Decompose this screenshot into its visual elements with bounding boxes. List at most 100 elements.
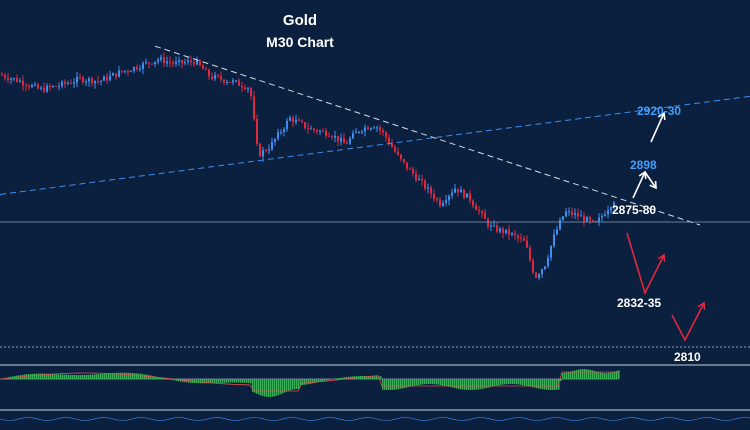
candle-body	[421, 178, 423, 181]
candle-body	[325, 130, 327, 136]
histogram-bar	[440, 379, 442, 386]
histogram-bar	[410, 379, 412, 387]
histogram-bar	[386, 379, 388, 390]
histogram-bar	[248, 379, 250, 384]
candle-body	[82, 77, 84, 83]
histogram-bar	[242, 379, 244, 383]
histogram-bar	[506, 379, 508, 385]
candle-body	[496, 225, 498, 232]
candle-body	[169, 61, 171, 63]
histogram-bar	[546, 379, 548, 390]
candle-body	[13, 78, 15, 80]
histogram-bar	[428, 379, 430, 385]
candle-body	[451, 192, 453, 196]
histogram-bar	[338, 378, 340, 379]
candle-body	[109, 75, 111, 81]
histogram-bar	[124, 372, 126, 379]
histogram-bar	[422, 379, 424, 385]
histogram-bar	[150, 375, 152, 379]
histogram-bar	[56, 374, 58, 379]
candle-body	[46, 85, 48, 92]
histogram-bar	[576, 369, 578, 379]
histogram-bar	[80, 375, 82, 379]
histogram-bar	[238, 379, 240, 383]
candle-body	[346, 143, 348, 145]
histogram-bar	[282, 379, 284, 394]
histogram-bar	[82, 375, 84, 379]
arrow-red-2832	[626, 232, 665, 296]
candle-body	[64, 81, 66, 84]
histogram-bar	[264, 379, 266, 397]
histogram-bar	[252, 379, 254, 392]
candle-body	[445, 200, 447, 203]
histogram-bar	[62, 374, 64, 379]
candle-body	[193, 62, 195, 65]
candle-body	[247, 87, 249, 90]
candle-body	[277, 132, 279, 139]
histogram-bar	[616, 370, 618, 379]
histogram-bar	[308, 379, 310, 385]
histogram-bar	[474, 379, 476, 390]
histogram-bar	[162, 378, 164, 379]
histogram-bar	[48, 373, 50, 379]
histogram-bar	[574, 370, 576, 379]
candle-body	[538, 274, 540, 278]
candle-body	[22, 80, 24, 86]
candle-body	[88, 78, 90, 82]
histogram-bar	[570, 371, 572, 379]
histogram-bar	[176, 379, 178, 381]
candle-body	[589, 217, 591, 221]
histogram-bar	[106, 373, 108, 379]
histogram-bar	[44, 373, 46, 379]
candle-body	[370, 128, 372, 130]
candle-body	[580, 215, 582, 217]
histogram-bar	[432, 379, 434, 385]
candle-body	[361, 131, 363, 133]
histogram-bar	[600, 372, 602, 379]
candle-body	[25, 85, 27, 87]
candle-body	[145, 62, 147, 64]
histogram-bar	[168, 379, 170, 380]
histogram-bar	[314, 379, 316, 383]
candle-body	[454, 188, 456, 193]
candle-body	[355, 131, 357, 134]
candle-body	[274, 138, 276, 142]
histogram-bar	[528, 379, 530, 387]
arrow-up-2898	[632, 171, 646, 199]
candle-body	[391, 143, 393, 148]
histogram-bar	[352, 376, 354, 379]
histogram-bar	[112, 373, 114, 379]
histogram-bar	[522, 379, 524, 386]
histogram-bar	[450, 379, 452, 388]
candle-body	[553, 234, 555, 246]
histogram-bar	[458, 379, 460, 389]
candle-body	[166, 61, 168, 64]
histogram-bar	[344, 377, 346, 379]
histogram-bar	[588, 369, 590, 379]
candle-body	[607, 210, 609, 215]
histogram-bar	[562, 372, 564, 379]
candle-body	[295, 119, 297, 123]
candle-body	[10, 78, 12, 80]
histogram-bar	[590, 369, 592, 379]
histogram-bar	[508, 379, 510, 385]
candle-body	[523, 238, 525, 241]
candle-body	[586, 217, 588, 222]
candle-body	[307, 127, 309, 129]
histogram-bar	[60, 374, 62, 379]
candle-body	[100, 80, 102, 82]
histogram-bar	[222, 379, 224, 383]
histogram-bar	[348, 376, 350, 379]
histogram-bar	[96, 374, 98, 379]
candle-body	[439, 199, 441, 206]
histogram-bar	[240, 379, 242, 383]
histogram-bar	[426, 379, 428, 385]
histogram-bar	[420, 379, 422, 385]
candle-body	[385, 132, 387, 138]
histogram-bar	[310, 379, 312, 384]
histogram-bar	[414, 379, 416, 386]
arrow-head	[697, 301, 706, 311]
candle-body	[463, 189, 465, 198]
histogram-bar	[138, 373, 140, 379]
